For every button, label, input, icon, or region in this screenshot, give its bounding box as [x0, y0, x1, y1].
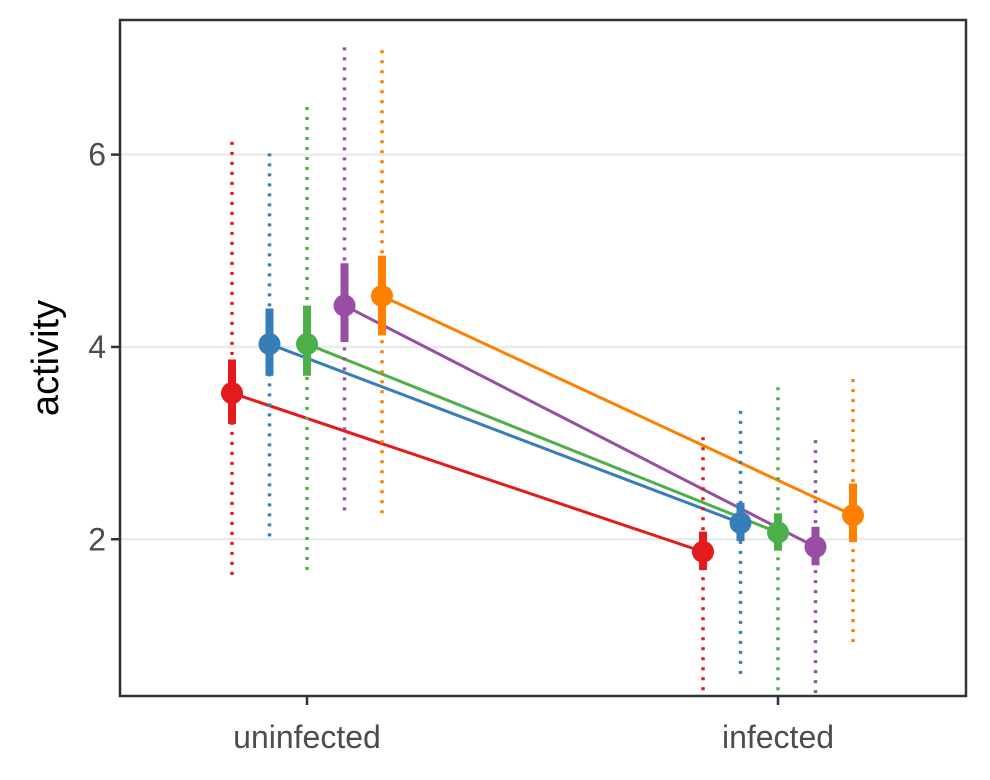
y-axis: 2 4 6: [88, 137, 120, 557]
series-line: [306, 342, 779, 534]
y-tick-label: 2: [88, 521, 106, 557]
mean-point: [221, 382, 243, 405]
mean-point: [371, 284, 393, 307]
series-line: [231, 391, 704, 554]
mean-point: [692, 540, 714, 563]
mean-point: [804, 535, 827, 558]
x-tick-label: infected: [722, 719, 834, 755]
series-line: [268, 342, 742, 525]
gridlines: [120, 153, 966, 541]
data-layer: [221, 44, 864, 694]
y-axis-title: activity: [25, 300, 67, 416]
mean-point: [767, 521, 789, 544]
y-tick-label: 4: [88, 329, 106, 365]
x-axis: uninfected infected: [233, 696, 834, 755]
mean-point: [296, 333, 318, 356]
mean-point: [842, 504, 864, 527]
mean-point: [729, 511, 752, 534]
x-tick-label: uninfected: [233, 719, 381, 755]
series-line: [381, 294, 854, 517]
y-tick-label: 6: [88, 137, 106, 173]
mean-point: [258, 333, 281, 356]
panel-border: [118, 18, 968, 698]
mean-point: [333, 294, 356, 317]
